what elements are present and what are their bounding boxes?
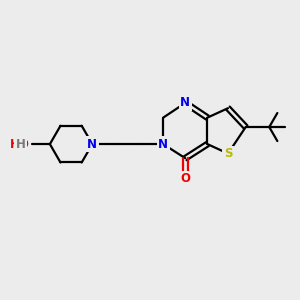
Text: S: S: [224, 147, 232, 160]
Text: H: H: [16, 138, 26, 151]
Text: N: N: [158, 138, 168, 151]
Text: N: N: [87, 138, 97, 151]
Text: N: N: [180, 96, 190, 110]
Text: O: O: [180, 172, 190, 185]
Text: HO: HO: [10, 138, 30, 151]
